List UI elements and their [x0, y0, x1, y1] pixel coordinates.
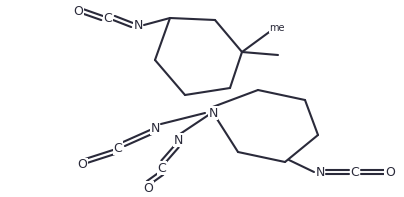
Text: O: O: [385, 165, 395, 178]
Text: C: C: [351, 165, 360, 178]
Text: N: N: [315, 165, 325, 178]
Text: N: N: [208, 107, 218, 120]
Text: N: N: [173, 134, 183, 147]
Text: N: N: [133, 19, 143, 32]
Text: C: C: [114, 141, 122, 154]
Text: me: me: [269, 23, 285, 33]
Text: O: O: [143, 181, 153, 194]
Text: O: O: [77, 159, 87, 172]
Text: O: O: [73, 5, 83, 18]
Text: C: C: [103, 11, 112, 24]
Text: N: N: [150, 122, 160, 135]
Text: C: C: [158, 162, 166, 175]
